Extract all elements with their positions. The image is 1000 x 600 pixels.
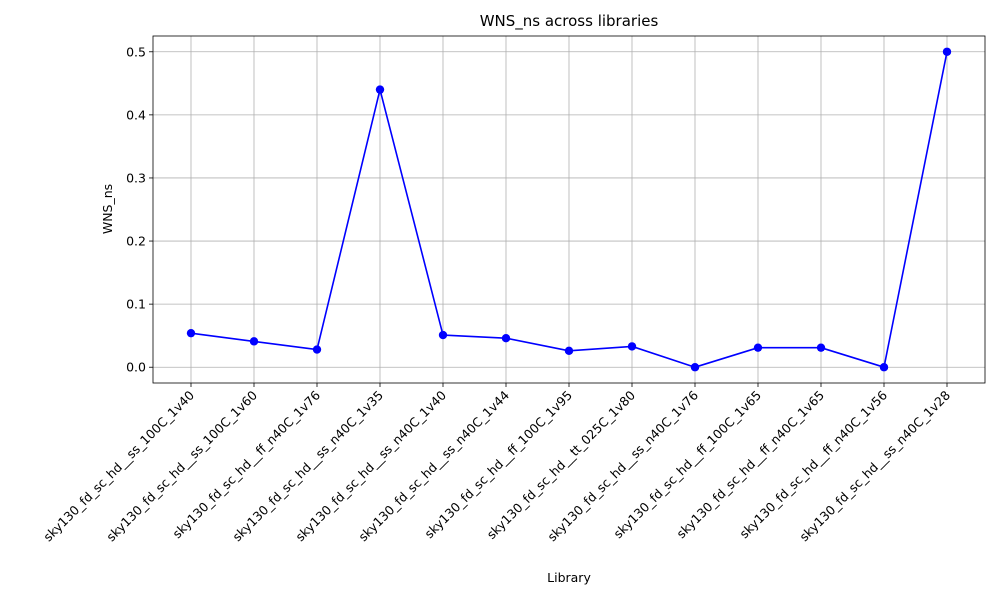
y-tick-label: 0.0: [126, 360, 146, 375]
data-point: [690, 363, 700, 372]
y-tick-label: 0.4: [126, 107, 146, 122]
x-axis-label: Library: [547, 570, 591, 585]
y-tick-label: 0.1: [126, 297, 146, 312]
data-point: [753, 343, 763, 352]
y-tick-label: 0.3: [126, 170, 146, 185]
data-point: [627, 342, 637, 351]
y-axis: 0.0 0.1 0.2 0.3 0.4 0.5: [126, 44, 153, 375]
data-point: [564, 346, 574, 356]
series-markers: [186, 47, 952, 372]
data-point: [942, 47, 952, 56]
y-tick-label: 0.2: [126, 234, 146, 249]
data-point: [249, 337, 259, 346]
data-point: [312, 345, 322, 354]
chart-title: WNS_ns across libraries: [480, 12, 659, 31]
x-axis: sky130_fd_sc_hd__ss_100C_1v40sky130_fd_s…: [40, 383, 953, 544]
data-point: [879, 363, 889, 372]
grid: [153, 36, 985, 383]
data-point: [501, 334, 511, 343]
data-point: [816, 343, 826, 352]
data-point: [375, 85, 385, 94]
y-axis-label: WNS_ns: [100, 184, 115, 234]
data-point: [438, 330, 448, 340]
data-point: [186, 328, 196, 338]
y-tick-label: 0.5: [126, 44, 146, 59]
